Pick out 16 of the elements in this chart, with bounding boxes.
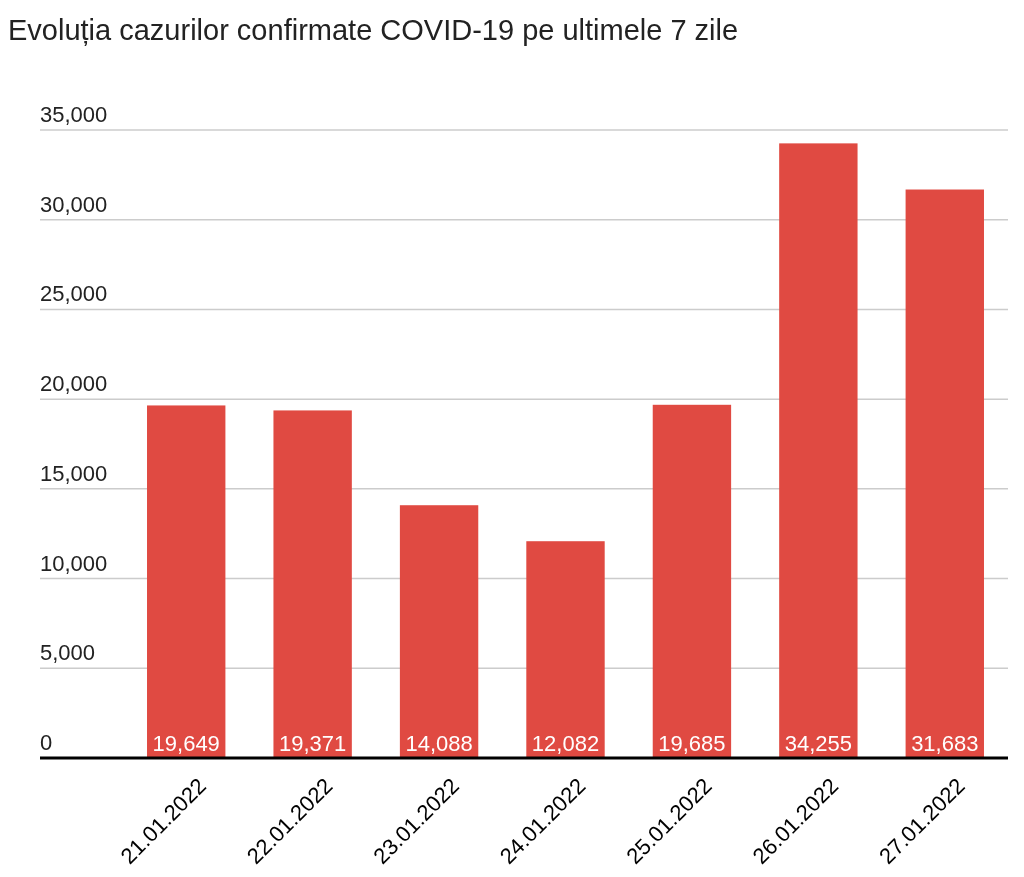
- y-tick-label: 30,000: [40, 191, 108, 217]
- data-label: 19,371: [278, 731, 347, 756]
- data-label: 12,082: [531, 731, 600, 756]
- y-tick-label: 0: [40, 730, 53, 755]
- y-tick-label: 15,000: [40, 460, 108, 486]
- data-label: 19,649: [152, 731, 220, 756]
- data-label: 31,683: [911, 731, 979, 756]
- y-tick-label: 35,000: [40, 102, 108, 127]
- data-label: 19,685: [658, 731, 726, 756]
- y-tick-label: 5,000: [40, 640, 96, 666]
- data-label: 14,088: [405, 731, 473, 756]
- y-tick-label: 10,000: [40, 550, 108, 576]
- data-label: 34,255: [784, 731, 853, 756]
- y-tick-label: 25,000: [40, 281, 108, 307]
- y-tick-label: 20,000: [40, 371, 108, 397]
- chart-title: Evoluția cazurilor confirmate COVID-19 pe ultimele 7 zile: [8, 14, 739, 46]
